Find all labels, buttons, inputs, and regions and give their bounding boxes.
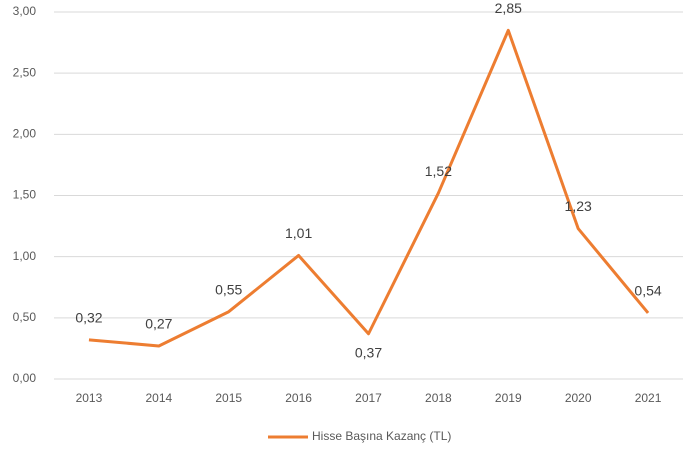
- legend-label: Hisse Başına Kazanç (TL): [312, 429, 451, 443]
- data-label: 1,01: [285, 225, 312, 241]
- data-label: 1,52: [425, 163, 452, 179]
- x-tick-label: 2017: [355, 391, 382, 405]
- y-tick-label: 3,00: [13, 4, 37, 18]
- data-label: 0,54: [634, 283, 661, 299]
- y-tick-label: 2,50: [13, 65, 37, 79]
- data-label: 0,37: [355, 344, 382, 360]
- data-label: 1,23: [565, 198, 592, 214]
- y-tick-label: 1,50: [13, 188, 37, 202]
- x-tick-label: 2020: [565, 391, 592, 405]
- y-tick-label: 0,00: [13, 371, 37, 385]
- y-tick-label: 0,50: [13, 310, 37, 324]
- y-tick-label: 2,00: [13, 127, 37, 141]
- y-tick-label: 1,00: [13, 249, 37, 263]
- x-tick-label: 2016: [285, 391, 312, 405]
- x-tick-label: 2013: [76, 391, 103, 405]
- x-tick-label: 2014: [145, 391, 172, 405]
- data-label: 0,55: [215, 281, 242, 297]
- x-tick-label: 2018: [425, 391, 452, 405]
- x-tick-label: 2015: [215, 391, 242, 405]
- x-tick-label: 2019: [495, 391, 522, 405]
- x-tick-label: 2021: [635, 391, 662, 405]
- data-label: 0,32: [75, 310, 102, 326]
- line-series: [88, 28, 650, 348]
- data-label: 0,27: [145, 316, 172, 332]
- data-label: 2,85: [495, 0, 522, 16]
